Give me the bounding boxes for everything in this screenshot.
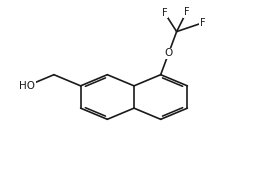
Text: HO: HO (19, 81, 35, 91)
Text: F: F (184, 7, 189, 17)
Text: F: F (162, 8, 168, 18)
Text: F: F (200, 18, 205, 28)
Text: O: O (165, 48, 173, 58)
